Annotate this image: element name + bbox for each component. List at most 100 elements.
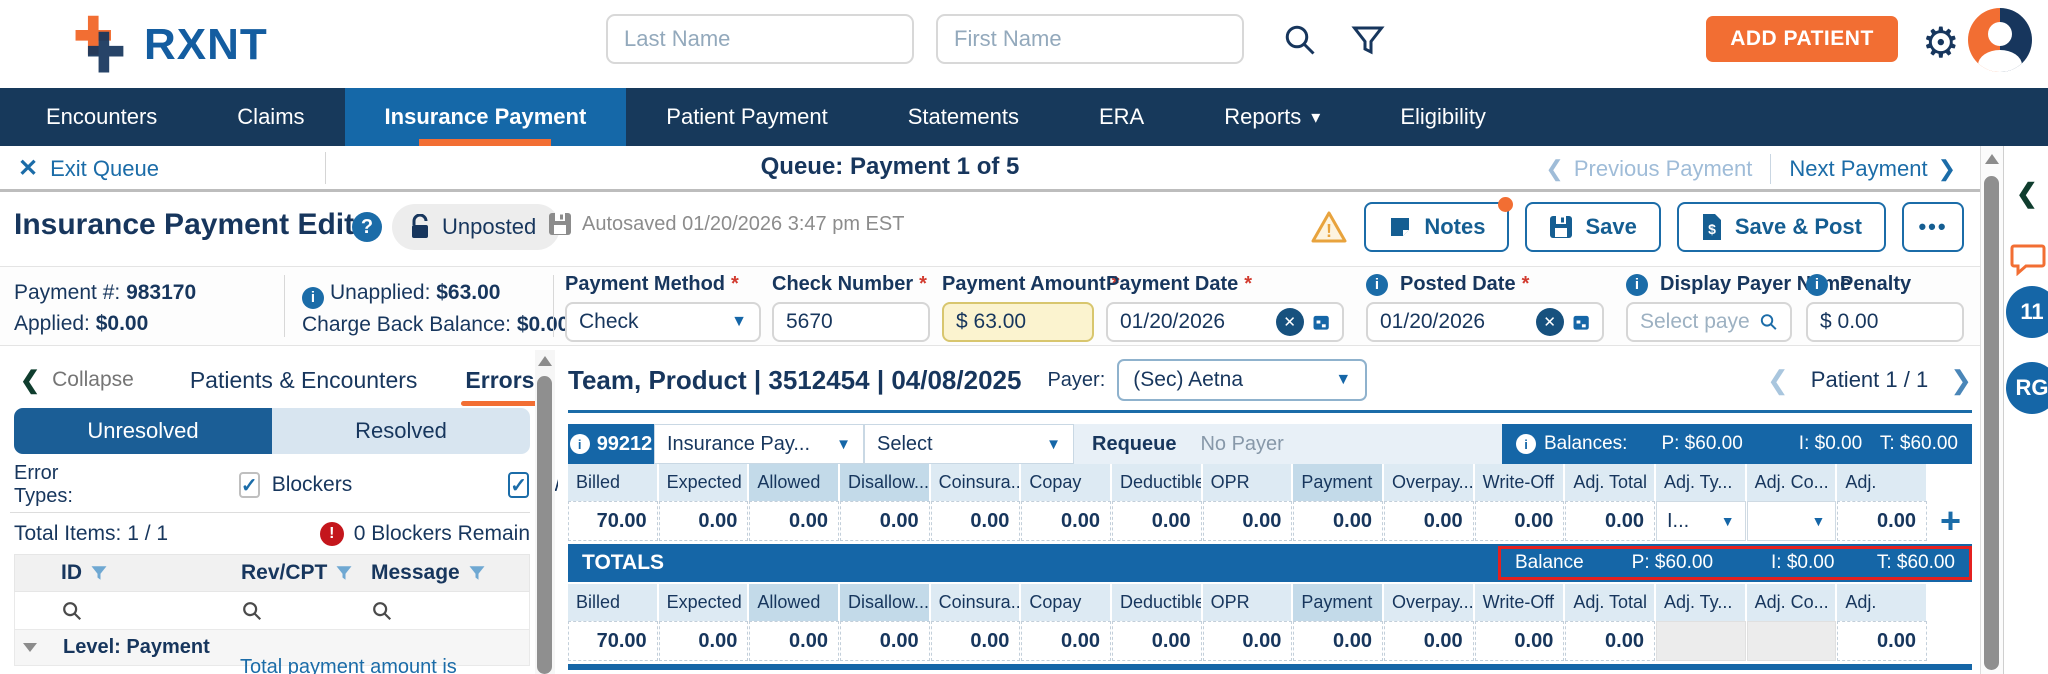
- resolved-toggle-button[interactable]: Resolved: [272, 408, 530, 454]
- scroll-up-arrow[interactable]: [1985, 154, 1999, 164]
- amount-cell[interactable]: 0.00 ▼: [1202, 501, 1293, 541]
- posted-date-input[interactable]: [1380, 310, 1528, 334]
- calendar-icon[interactable]: [1572, 309, 1590, 335]
- search-icon[interactable]: [61, 600, 241, 622]
- nav-tab[interactable]: Statements ▾: [907, 104, 1019, 129]
- next-patient-button[interactable]: ❯: [1950, 364, 1972, 395]
- amount-cell[interactable]: 0.00 ▼: [1293, 501, 1383, 541]
- search-icon[interactable]: [1282, 22, 1318, 58]
- error-column-header[interactable]: Rev/CPT: [241, 561, 371, 585]
- search-icon[interactable]: [371, 600, 529, 622]
- nav-tab[interactable]: Insurance Payment ▾: [344, 88, 627, 146]
- first-name-input[interactable]: [936, 14, 1244, 64]
- amount-cell[interactable]: 70.00 ▼: [568, 501, 658, 541]
- action-select[interactable]: Select ▼: [864, 424, 1074, 464]
- add-adjustment-button[interactable]: +: [1940, 500, 1962, 541]
- amount-cell[interactable]: I... ▼: [1655, 501, 1746, 541]
- amount-cell[interactable]: 0.00 ▼: [1837, 501, 1927, 541]
- info-icon[interactable]: i: [1366, 273, 1388, 296]
- check-number-input[interactable]: [786, 310, 916, 334]
- scrollbar-thumb[interactable]: [1984, 176, 1999, 670]
- amount-cell[interactable]: 0.00 ▼: [839, 501, 930, 541]
- previous-patient-button[interactable]: ❮: [1766, 364, 1789, 395]
- rail-collapse-icon[interactable]: ❮: [2016, 178, 2038, 208]
- tab-patients-encounters[interactable]: Patients & Encounters: [189, 366, 418, 393]
- payment-amount-input[interactable]: [956, 310, 1080, 334]
- amount-cell[interactable]: 0.00 ▼: [658, 501, 749, 541]
- amount-cell[interactable]: 0.00 ▼: [930, 501, 1021, 541]
- main-scrollbar[interactable]: [1980, 146, 2003, 674]
- save-and-post-button[interactable]: $ Save & Post: [1676, 202, 1886, 252]
- error-group-row[interactable]: Level: Payment: [14, 630, 530, 666]
- totals-balance-total: T: $60.00: [1876, 552, 1955, 573]
- info-icon[interactable]: i: [1626, 273, 1648, 296]
- collapse-panel-button[interactable]: ❮ Collapse: [20, 366, 134, 394]
- nav-tab[interactable]: Patient Payment ▾: [666, 104, 828, 129]
- nav-tab[interactable]: Encounters ▾: [46, 104, 158, 129]
- nav-tab[interactable]: ERA ▾: [1099, 104, 1145, 129]
- column-header: Overpay...: [1383, 464, 1475, 501]
- total-items: Total Items: 1 / 1: [14, 522, 169, 545]
- notifications-badge[interactable]: 11: [2006, 286, 2048, 338]
- amount-cell[interactable]: ▼: [1746, 501, 1837, 541]
- more-actions-button[interactable]: •••: [1902, 202, 1964, 252]
- add-patient-button[interactable]: ADD PATIENT: [1706, 16, 1898, 62]
- info-icon[interactable]: i: [302, 286, 324, 309]
- total-amount-cell: 70.00 ▼: [568, 621, 658, 661]
- amount-cell[interactable]: 0.00 ▼: [1021, 501, 1111, 541]
- errors-panel-scrollbar[interactable]: [535, 350, 555, 674]
- error-message-link[interactable]: Total payment amount is: [240, 656, 457, 674]
- scroll-up-arrow[interactable]: [538, 356, 552, 366]
- filter-icon[interactable]: [1350, 22, 1386, 58]
- next-payment-button[interactable]: Next Payment ❯: [1789, 156, 1956, 181]
- column-header: Adj.: [1837, 464, 1928, 501]
- clear-date-icon[interactable]: ✕: [1535, 308, 1564, 336]
- payment-type-select[interactable]: Insurance Pay... ▼: [654, 424, 864, 464]
- filter-icon[interactable]: [90, 564, 108, 582]
- penalty-input[interactable]: [1820, 310, 1950, 334]
- chevron-down-icon[interactable]: [23, 643, 37, 652]
- user-initials-badge[interactable]: RG: [2006, 362, 2048, 414]
- error-column-header[interactable]: ID: [61, 561, 241, 585]
- info-icon[interactable]: i: [1806, 273, 1828, 296]
- warnings-checkbox[interactable]: ✓: [508, 472, 529, 498]
- error-column-header[interactable]: Message: [371, 561, 529, 585]
- gear-icon[interactable]: ⚙: [1922, 19, 1960, 66]
- payment-method-select[interactable]: Check ▼: [565, 302, 761, 342]
- nav-tab[interactable]: Reports ▾: [1224, 104, 1321, 129]
- search-icon[interactable]: [241, 600, 371, 622]
- procedure-code-badge[interactable]: i 99212: [568, 424, 654, 464]
- chat-icon[interactable]: [2010, 242, 2046, 276]
- payer-select[interactable]: (Sec) Aetna ▼: [1117, 359, 1368, 401]
- amount-cell[interactable]: 0.00 ▼: [749, 501, 839, 541]
- filter-icon[interactable]: [335, 564, 353, 582]
- amount-cell[interactable]: 0.00 ▼: [1565, 501, 1655, 541]
- unresolved-toggle-button[interactable]: Unresolved: [14, 408, 272, 454]
- rxnt-logo[interactable]: RXNT: [72, 14, 268, 76]
- previous-payment-button[interactable]: ❮ Previous Payment: [1545, 156, 1753, 181]
- save-button[interactable]: Save: [1525, 202, 1661, 252]
- info-icon[interactable]: i: [1516, 434, 1536, 454]
- info-icon[interactable]: i: [569, 434, 590, 454]
- display-payer-input[interactable]: [1640, 310, 1751, 334]
- tab-errors[interactable]: Errors: [461, 366, 539, 406]
- nav-tab[interactable]: Claims ▾: [237, 104, 305, 129]
- scrollbar-thumb[interactable]: [537, 376, 552, 674]
- amount-cell[interactable]: 0.00 ▼: [1383, 501, 1474, 541]
- payment-date-input[interactable]: [1120, 310, 1268, 334]
- search-icon[interactable]: [1759, 310, 1778, 334]
- exit-queue-button[interactable]: ✕ Exit Queue: [18, 155, 159, 182]
- clear-date-icon[interactable]: ✕: [1275, 308, 1304, 336]
- notes-button[interactable]: Notes: [1364, 197, 1514, 252]
- requeue-label[interactable]: Requeue: [1092, 432, 1177, 455]
- help-icon[interactable]: ?: [352, 212, 382, 242]
- save-icon: [549, 213, 571, 235]
- blockers-checkbox[interactable]: ✓: [238, 472, 260, 498]
- nav-tab[interactable]: Eligibility ▾: [1400, 104, 1486, 129]
- amount-cell[interactable]: 0.00 ▼: [1474, 501, 1565, 541]
- last-name-input[interactable]: [606, 14, 914, 64]
- filter-icon[interactable]: [468, 564, 486, 582]
- avatar[interactable]: [1968, 8, 2032, 72]
- amount-cell[interactable]: 0.00 ▼: [1111, 501, 1202, 541]
- calendar-icon[interactable]: [1312, 309, 1330, 335]
